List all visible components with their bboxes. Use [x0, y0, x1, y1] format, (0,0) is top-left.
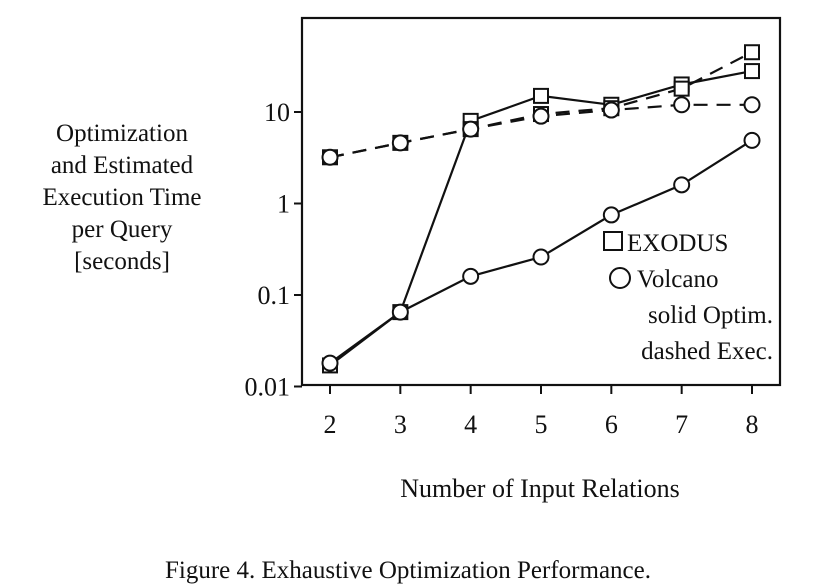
x-axis-ticks: 2 3 4 5 6 7 8 — [324, 385, 759, 439]
circle-marker — [743, 131, 761, 149]
plot-frame — [300, 16, 782, 387]
x-tick-label: 4 — [464, 410, 477, 439]
series-volcano-optimization — [321, 131, 761, 372]
circle-marker — [391, 134, 409, 152]
legend-label: Volcano — [637, 266, 718, 293]
circle-marker — [532, 248, 550, 266]
series-volcano-execution — [321, 96, 761, 166]
circle-marker — [462, 120, 480, 138]
legend-square-icon — [603, 231, 623, 251]
y-tick-label: 10 — [264, 98, 290, 127]
circle-marker — [321, 148, 339, 166]
x-tick-label: 2 — [324, 410, 337, 439]
circle-marker — [391, 303, 409, 321]
y-tick-label: 0.01 — [245, 373, 291, 402]
x-tick-label: 5 — [535, 410, 548, 439]
legend-label: EXODUS — [627, 230, 728, 257]
y-tick-label: 0.1 — [258, 281, 291, 310]
x-axis-title: Number of Input Relations — [400, 474, 679, 503]
x-tick-label: 6 — [605, 410, 618, 439]
x-tick-label: 3 — [394, 410, 407, 439]
legend-note: solid Optim. — [648, 302, 773, 329]
circle-marker — [673, 176, 691, 194]
circle-marker — [602, 206, 620, 224]
square-marker — [673, 80, 690, 97]
square-marker — [744, 44, 760, 61]
y-axis-title-line: per Query — [72, 216, 173, 243]
y-axis-title-line: and Estimated — [51, 152, 194, 179]
legend: EXODUS Volcano solid Optim. dashed Exec. — [603, 230, 773, 365]
circle-marker — [462, 267, 480, 285]
y-axis-ticks: 0.01 0.1 1 10 — [245, 98, 302, 402]
circle-marker — [673, 96, 691, 114]
square-marker — [744, 63, 760, 80]
circle-marker — [532, 107, 550, 125]
legend-note: dashed Exec. — [641, 338, 773, 365]
series-layer — [321, 44, 761, 374]
y-axis-title-line: Optimization — [56, 120, 188, 147]
y-tick-label: 1 — [277, 190, 290, 219]
figure-caption: Figure 4. Exhaustive Optimization Perfor… — [165, 557, 651, 584]
circle-marker — [321, 354, 339, 372]
square-marker — [533, 87, 549, 104]
plot-area — [300, 16, 782, 387]
x-tick-label: 8 — [746, 410, 759, 439]
circle-marker — [743, 96, 761, 114]
legend-entry-exodus: EXODUS — [603, 230, 728, 257]
legend-circle-icon — [609, 267, 631, 289]
circle-marker — [602, 101, 620, 119]
y-axis-title-line: [seconds] — [74, 248, 170, 275]
x-tick-label: 7 — [675, 410, 688, 439]
legend-entry-volcano: Volcano — [609, 266, 718, 293]
y-axis-title-line: Execution Time — [42, 184, 201, 211]
y-axis-title: Optimization and Estimated Execution Time p… — [42, 120, 201, 275]
